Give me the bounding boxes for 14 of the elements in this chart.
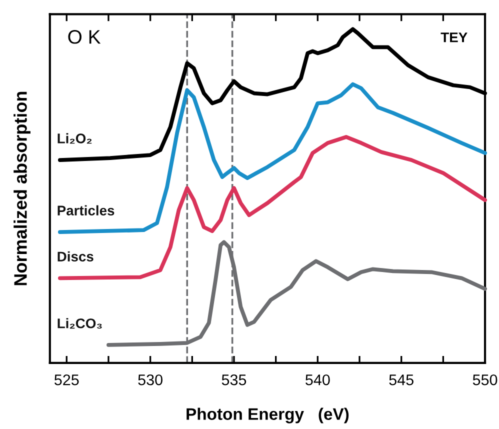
x-tick-label: 550 (472, 374, 498, 386)
x-tick-label: 545 (389, 374, 414, 386)
x-tick-label: 530 (138, 374, 162, 386)
series-label: Li₂O₂ (58, 133, 92, 144)
x-tick-label: 535 (222, 374, 246, 386)
series-label: Li₂CO₃ (58, 318, 102, 329)
x-axis-title: Photon Energy (eV) (186, 408, 349, 424)
y-axis-title: Normalized absorption (14, 92, 30, 286)
annotation: O K (68, 30, 101, 44)
x-tick-label: 525 (54, 374, 79, 386)
x-tick-label: 540 (306, 374, 330, 386)
series-label: Discs (58, 251, 94, 262)
annotation: TEY (440, 32, 468, 42)
series-label: Particles (58, 205, 114, 216)
